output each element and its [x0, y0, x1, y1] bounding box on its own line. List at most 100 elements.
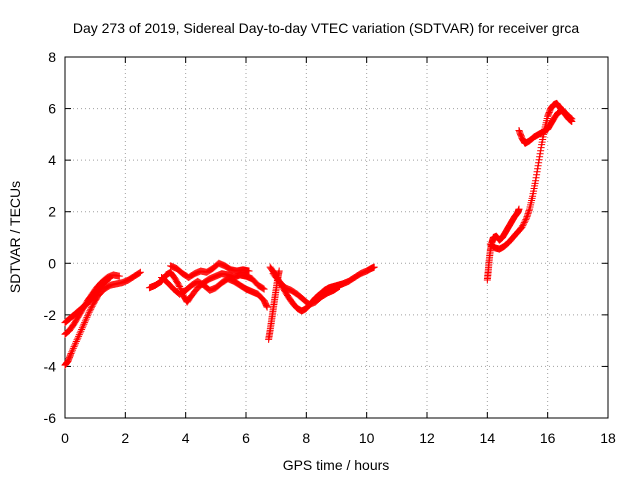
- data-point: [79, 322, 87, 330]
- y-tick-label: 6: [48, 101, 56, 117]
- data-point: [81, 319, 89, 327]
- data-point: [81, 317, 89, 325]
- data-point: [105, 274, 113, 282]
- data-point: [515, 205, 523, 213]
- data-point: [175, 281, 183, 289]
- data-point: [72, 338, 80, 346]
- y-tick-label: 8: [48, 49, 56, 65]
- data-point: [77, 327, 85, 335]
- data-point: [69, 344, 77, 352]
- data-point: [259, 284, 267, 292]
- data-point: [78, 325, 86, 333]
- data-point: [533, 171, 541, 179]
- y-tick-label: 0: [48, 255, 56, 271]
- data-series: [269, 270, 344, 309]
- data-point: [568, 115, 576, 123]
- data-point: [532, 177, 540, 185]
- data-point: [105, 275, 113, 283]
- data-point: [536, 153, 544, 161]
- data-series: [167, 259, 253, 281]
- data-point: [135, 269, 143, 277]
- data-point: [88, 302, 96, 310]
- data-point: [245, 267, 253, 275]
- data-point: [86, 307, 94, 315]
- plot-frame: [64, 56, 609, 419]
- y-tick-label: -2: [44, 307, 57, 323]
- y-tick-label: -6: [44, 410, 57, 426]
- x-tick-label: 12: [419, 430, 435, 446]
- data-point: [336, 282, 344, 290]
- data-point: [533, 168, 541, 176]
- y-tick-label: 4: [48, 152, 56, 168]
- data-point: [83, 313, 91, 321]
- data-point: [534, 165, 542, 173]
- y-tick-label: 2: [48, 204, 56, 220]
- data-series: [61, 273, 114, 327]
- data-point: [84, 310, 92, 318]
- x-tick-label: 8: [302, 430, 310, 446]
- data-point: [524, 211, 532, 219]
- data-point: [523, 213, 531, 221]
- data-point: [520, 219, 528, 227]
- data-point: [521, 217, 529, 225]
- data-series: [61, 268, 144, 369]
- data-point: [260, 285, 268, 293]
- data-point: [87, 304, 95, 312]
- x-tick-label: 18: [600, 430, 616, 446]
- data-point: [78, 324, 86, 332]
- x-tick-label: 2: [121, 430, 129, 446]
- data-point: [115, 272, 123, 280]
- data-series: [158, 273, 271, 311]
- data-point: [370, 263, 378, 271]
- data-point: [523, 214, 531, 222]
- data-point: [76, 329, 84, 337]
- data-point: [524, 210, 532, 218]
- data-series: [483, 205, 523, 284]
- data-point: [534, 162, 542, 170]
- data-point: [567, 114, 575, 122]
- data-point: [566, 114, 574, 122]
- data-point: [263, 302, 271, 310]
- data-point: [69, 346, 77, 354]
- axis-ticks: [64, 56, 609, 419]
- y-axis-label: SDTVAR / TECUs: [7, 181, 23, 293]
- data-point: [84, 312, 92, 320]
- data-point: [518, 223, 526, 231]
- data-point: [275, 267, 283, 275]
- data-point: [525, 208, 533, 216]
- data-point: [532, 174, 540, 182]
- data-point: [136, 268, 144, 276]
- data-point: [67, 350, 75, 358]
- data-point: [82, 315, 90, 323]
- y-tick-labels: -6 -4 -2 0 2 4 6 8: [44, 49, 57, 426]
- data-point: [87, 305, 95, 313]
- data-series: [515, 106, 576, 147]
- data-point: [335, 283, 343, 291]
- x-tick-label: 6: [242, 430, 250, 446]
- data-point: [537, 147, 545, 155]
- data-point: [80, 320, 88, 328]
- x-tick-label: 14: [480, 430, 496, 446]
- x-tick-label: 16: [540, 430, 556, 446]
- data-point: [70, 343, 78, 351]
- data-point: [176, 282, 184, 290]
- x-tick-label: 10: [359, 430, 375, 446]
- data-series: [486, 99, 576, 253]
- data-point: [519, 222, 527, 230]
- x-tick-label: 4: [182, 430, 190, 446]
- data-point: [75, 332, 83, 340]
- data-point: [535, 156, 543, 164]
- data-point: [525, 207, 533, 215]
- data-point: [536, 150, 544, 158]
- x-tick-label: 0: [61, 430, 69, 446]
- grid-lines: [65, 57, 608, 418]
- data-point: [73, 336, 81, 344]
- data-point: [535, 159, 543, 167]
- data-point: [72, 339, 80, 347]
- data-point: [522, 216, 530, 224]
- data-point: [520, 220, 528, 228]
- data-point: [67, 351, 75, 359]
- data-point: [75, 331, 83, 339]
- x-tick-labels: 0 2 4 6 8 10 12 14 16 18: [61, 430, 616, 446]
